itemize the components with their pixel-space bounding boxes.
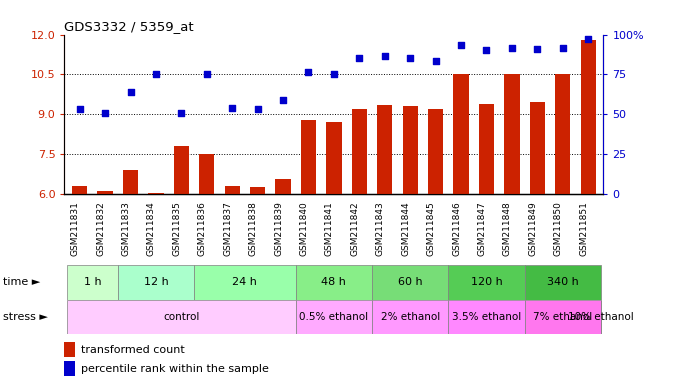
Text: 1 h: 1 h xyxy=(83,277,101,287)
Bar xyxy=(148,193,163,194)
Bar xyxy=(326,122,342,194)
Text: GSM211849: GSM211849 xyxy=(528,201,537,256)
Bar xyxy=(428,109,443,194)
Bar xyxy=(296,265,372,300)
Point xyxy=(74,106,85,112)
Text: GSM211834: GSM211834 xyxy=(147,201,156,256)
Text: GSM211838: GSM211838 xyxy=(249,201,258,256)
Text: GSM211839: GSM211839 xyxy=(274,201,283,256)
Point xyxy=(252,106,263,112)
Text: GSM211842: GSM211842 xyxy=(351,201,359,256)
Text: time ►: time ► xyxy=(3,277,41,287)
Bar xyxy=(555,74,570,194)
Point xyxy=(481,48,492,54)
Point xyxy=(125,89,136,95)
Text: GSM211840: GSM211840 xyxy=(300,201,308,256)
Point xyxy=(582,35,594,41)
Bar xyxy=(224,186,240,194)
Text: stress ►: stress ► xyxy=(3,312,48,322)
Point xyxy=(100,110,111,116)
Text: GSM211847: GSM211847 xyxy=(477,201,486,256)
Point xyxy=(456,42,466,48)
Bar xyxy=(275,179,291,194)
Point xyxy=(201,71,212,78)
Bar xyxy=(448,265,525,300)
Bar xyxy=(72,186,87,194)
Bar xyxy=(372,265,448,300)
Bar xyxy=(250,187,265,194)
Text: 7% ethanol: 7% ethanol xyxy=(533,312,593,322)
Bar xyxy=(525,265,601,300)
Text: GSM211841: GSM211841 xyxy=(325,201,334,256)
Bar xyxy=(504,74,519,194)
Bar xyxy=(525,300,601,334)
Point xyxy=(405,55,416,61)
Text: 3.5% ethanol: 3.5% ethanol xyxy=(452,312,521,322)
Point xyxy=(176,110,186,116)
Bar xyxy=(64,342,75,357)
Text: 2% ethanol: 2% ethanol xyxy=(380,312,440,322)
Bar xyxy=(448,300,525,334)
Bar xyxy=(580,40,596,194)
Bar xyxy=(403,106,418,194)
Point xyxy=(557,45,568,51)
Text: GSM211851: GSM211851 xyxy=(579,201,588,256)
Point xyxy=(430,58,441,64)
Bar xyxy=(377,105,393,194)
Bar xyxy=(530,102,545,194)
Bar xyxy=(372,300,448,334)
Text: GDS3332 / 5359_at: GDS3332 / 5359_at xyxy=(64,20,194,33)
Text: GSM211848: GSM211848 xyxy=(503,201,512,256)
Text: 340 h: 340 h xyxy=(547,277,578,287)
Text: percentile rank within the sample: percentile rank within the sample xyxy=(81,364,268,374)
Bar xyxy=(67,265,118,300)
Point xyxy=(354,55,365,61)
Bar xyxy=(301,119,316,194)
Text: GSM211843: GSM211843 xyxy=(376,201,385,256)
Bar xyxy=(352,109,367,194)
Text: 10% ethanol: 10% ethanol xyxy=(568,312,634,322)
Bar xyxy=(118,265,194,300)
Point xyxy=(277,96,288,103)
Bar xyxy=(199,154,214,194)
Text: GSM211845: GSM211845 xyxy=(426,201,435,256)
Bar xyxy=(123,170,138,194)
Bar xyxy=(454,74,468,194)
Text: GSM211844: GSM211844 xyxy=(401,201,410,256)
Text: 120 h: 120 h xyxy=(471,277,502,287)
Text: 0.5% ethanol: 0.5% ethanol xyxy=(300,312,368,322)
Bar xyxy=(296,300,372,334)
Text: 12 h: 12 h xyxy=(144,277,168,287)
Text: transformed count: transformed count xyxy=(81,345,184,355)
Text: 24 h: 24 h xyxy=(233,277,258,287)
Point xyxy=(380,53,391,59)
Text: 60 h: 60 h xyxy=(398,277,422,287)
Bar xyxy=(64,361,75,376)
Bar xyxy=(98,191,113,194)
Point xyxy=(226,104,237,111)
Text: GSM211846: GSM211846 xyxy=(452,201,461,256)
Text: GSM211836: GSM211836 xyxy=(198,201,207,256)
Point xyxy=(151,71,161,78)
Point xyxy=(506,45,517,51)
Bar xyxy=(67,300,296,334)
Bar xyxy=(194,265,296,300)
Bar xyxy=(479,104,494,194)
Text: 48 h: 48 h xyxy=(321,277,346,287)
Text: GSM211850: GSM211850 xyxy=(554,201,563,256)
Text: GSM211835: GSM211835 xyxy=(172,201,181,256)
Point xyxy=(532,46,542,52)
Point xyxy=(328,71,339,78)
Text: GSM211832: GSM211832 xyxy=(96,201,105,256)
Text: GSM211837: GSM211837 xyxy=(223,201,232,256)
Bar xyxy=(174,146,189,194)
Point xyxy=(303,69,314,75)
Text: GSM211833: GSM211833 xyxy=(121,201,130,256)
Text: GSM211831: GSM211831 xyxy=(71,201,80,256)
Text: control: control xyxy=(163,312,199,322)
